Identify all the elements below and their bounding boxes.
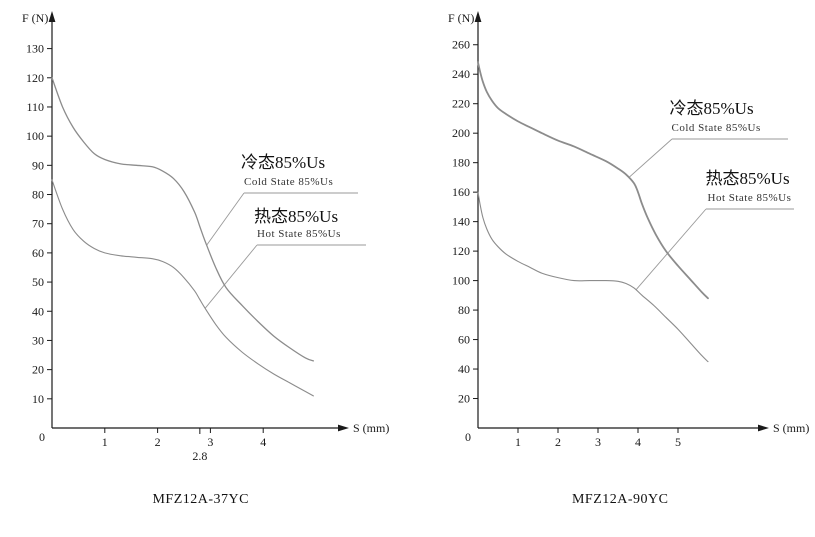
- svg-text:1: 1: [102, 435, 108, 449]
- svg-text:3: 3: [207, 435, 213, 449]
- svg-text:140: 140: [452, 215, 470, 229]
- svg-text:20: 20: [458, 392, 470, 406]
- svg-text:3: 3: [595, 435, 601, 449]
- hot-state-curve: [476, 191, 709, 363]
- svg-text:20: 20: [32, 363, 44, 377]
- axes: F (N) S (mm) 0: [448, 11, 809, 444]
- svg-text:40: 40: [32, 304, 44, 318]
- svg-text:180: 180: [452, 156, 470, 170]
- svg-text:60: 60: [32, 246, 44, 260]
- origin-label: 0: [39, 430, 45, 444]
- svg-text:4: 4: [260, 435, 266, 449]
- chart-caption-90yc: MFZ12A-90YC: [571, 492, 669, 507]
- cold-state-curve: [476, 61, 709, 300]
- svg-text:10: 10: [32, 392, 44, 406]
- y-ticks: 20 40 60 80 100 120 140 160 180 200 220 240 260: [452, 38, 478, 406]
- svg-text:100: 100: [452, 274, 470, 288]
- svg-text:120: 120: [26, 71, 44, 85]
- chart-mfz12a-37yc: F (N) S (mm) 0 10 20 30 40 50 60 70 80 90 100 110 120 1…: [6, 6, 396, 516]
- svg-text:160: 160: [452, 185, 470, 199]
- svg-text:4: 4: [635, 435, 641, 449]
- svg-text:260: 260: [452, 38, 470, 52]
- y-axis-arrow-icon: [48, 11, 56, 22]
- svg-text:30: 30: [32, 333, 44, 347]
- y-axis-title: F (N): [448, 11, 474, 25]
- x-ticks: 1 2 3 4 5: [515, 428, 681, 449]
- curves: [476, 61, 709, 363]
- x-axis-title: S (mm): [353, 421, 389, 435]
- chart-canvas-90yc: F (N)S (mm)02040608010012014016018020022…: [448, 11, 809, 449]
- svg-text:60: 60: [458, 333, 470, 347]
- svg-text:200: 200: [452, 126, 470, 140]
- svg-text:1: 1: [515, 435, 521, 449]
- axes: F (N) S (mm) 0: [22, 11, 389, 444]
- cold-state-curve: [51, 77, 315, 362]
- svg-text:5: 5: [675, 435, 681, 449]
- svg-text:120: 120: [452, 244, 470, 258]
- svg-text:50: 50: [32, 275, 44, 289]
- svg-text:80: 80: [458, 303, 470, 317]
- curves: [51, 77, 315, 397]
- svg-text:220: 220: [452, 97, 470, 111]
- svg-text:90: 90: [32, 158, 44, 172]
- chart-canvas-37yc: F (N)S (mm)01020304050607080901001101201…: [22, 11, 389, 463]
- x-axis-arrow-icon: [338, 424, 349, 432]
- svg-text:130: 130: [26, 42, 44, 56]
- origin-label: 0: [465, 430, 471, 444]
- svg-text:2: 2: [155, 435, 161, 449]
- y-axis-title: F (N): [22, 11, 48, 25]
- svg-text:80: 80: [32, 188, 44, 202]
- x-ticks: 1 2 3 4 2.8: [102, 428, 266, 463]
- x-tick-extra-label: 2.8: [192, 449, 207, 463]
- y-axis-arrow-icon: [474, 11, 481, 22]
- chart-caption-37yc: MFZ12A-37YC: [152, 492, 249, 507]
- x-axis-arrow-icon: [757, 424, 769, 432]
- legend-leader-lines: [628, 138, 794, 291]
- y-ticks: 10 20 30 40 50 60 70 80 90 100 110 120 130: [26, 42, 52, 406]
- svg-text:40: 40: [458, 362, 470, 376]
- svg-text:70: 70: [32, 217, 44, 231]
- svg-text:2: 2: [555, 435, 561, 449]
- svg-text:240: 240: [452, 67, 470, 81]
- svg-text:100: 100: [26, 129, 44, 143]
- hot-state-curve: [51, 179, 314, 397]
- x-axis-title: S (mm): [773, 421, 809, 435]
- legend-leader-lines: [204, 192, 366, 309]
- svg-text:110: 110: [26, 100, 44, 114]
- chart-mfz12a-90yc: F (N) S (mm) 0 20 40 60 80 100 120 140 160 180 200 22…: [426, 6, 815, 516]
